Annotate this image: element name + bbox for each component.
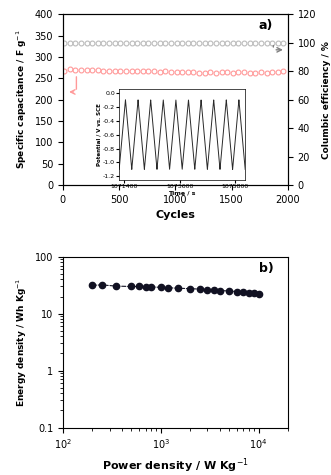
- Y-axis label: Specific capacitance / F g$^{-1}$: Specific capacitance / F g$^{-1}$: [15, 30, 29, 170]
- Y-axis label: Columbic efficiency / %: Columbic efficiency / %: [322, 41, 331, 159]
- Text: b): b): [259, 262, 273, 275]
- Text: a): a): [259, 19, 273, 32]
- X-axis label: Cycles: Cycles: [156, 210, 195, 220]
- X-axis label: Power density / W Kg$^{-1}$: Power density / W Kg$^{-1}$: [102, 456, 249, 475]
- Y-axis label: Energy density / Wh Kg$^{-1}$: Energy density / Wh Kg$^{-1}$: [15, 277, 29, 407]
